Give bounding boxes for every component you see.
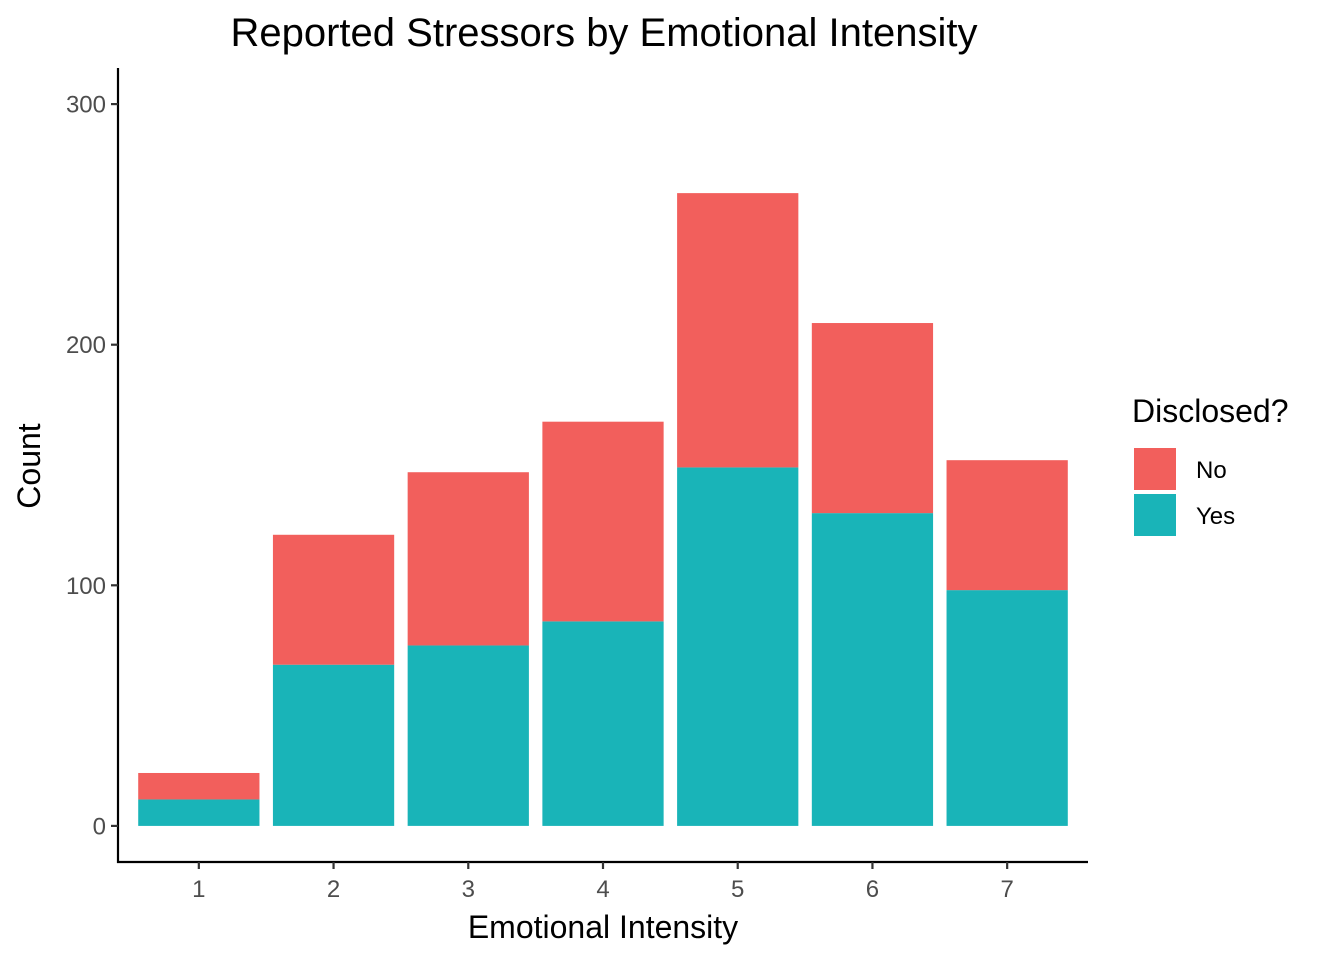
bar-no-2: [272, 534, 395, 665]
bar-yes-5: [677, 467, 799, 826]
y-tick-label: 200: [66, 332, 106, 359]
bar-no-7: [946, 460, 1068, 591]
chart-title: Reported Stressors by Emotional Intensit…: [230, 11, 977, 55]
bar-no-5: [677, 193, 799, 468]
x-axis-title: Emotional Intensity: [468, 909, 738, 945]
x-tick-label: 4: [596, 876, 609, 903]
x-axis-ticks: 1 2 3 4 5 6 7: [192, 862, 1014, 903]
legend-entries: No Yes: [1134, 448, 1235, 536]
bar-no-3: [407, 472, 529, 646]
bar-no-4: [542, 421, 664, 622]
legend-swatch-no: [1134, 448, 1176, 490]
legend-label-no: No: [1196, 457, 1227, 484]
y-tick-label: 0: [93, 813, 106, 840]
x-tick-label: 1: [192, 876, 205, 903]
y-axis-title: Count: [11, 423, 47, 509]
bar-yes-1: [138, 799, 260, 826]
bar-yes-3: [407, 645, 529, 826]
legend-title: Disclosed?: [1132, 393, 1289, 429]
y-tick-label: 100: [66, 573, 106, 600]
bar-no-1: [138, 772, 260, 800]
legend-label-yes: Yes: [1196, 503, 1235, 530]
x-tick-label: 3: [462, 876, 475, 903]
x-tick-label: 5: [731, 876, 744, 903]
bars-group: [138, 193, 1068, 826]
y-tick-label: 300: [66, 92, 106, 119]
legend: Disclosed? No Yes: [1132, 393, 1289, 536]
bar-yes-6: [811, 513, 934, 826]
bar-yes-4: [542, 621, 664, 826]
x-tick-label: 6: [866, 876, 879, 903]
x-tick-label: 2: [327, 876, 340, 903]
legend-swatch-yes: [1134, 494, 1176, 536]
x-tick-label: 7: [1000, 876, 1013, 903]
bar-no-6: [811, 323, 934, 514]
y-axis-ticks: 0 100 200 300: [66, 92, 118, 840]
bar-yes-2: [272, 664, 395, 826]
bar-yes-7: [946, 590, 1068, 826]
